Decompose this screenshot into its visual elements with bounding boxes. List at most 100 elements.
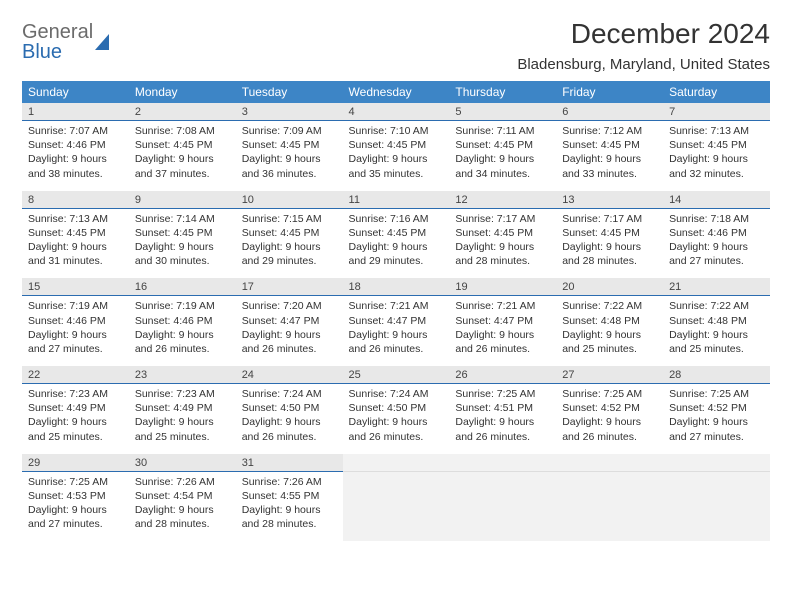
day-number-cell (343, 454, 450, 472)
day-number-cell: 22 (22, 366, 129, 384)
sunrise-text: Sunrise: 7:19 AM (135, 299, 230, 313)
sunset-text: Sunset: 4:45 PM (28, 226, 123, 240)
day-content-cell: Sunrise: 7:21 AMSunset: 4:47 PMDaylight:… (449, 296, 556, 366)
day-content-cell: Sunrise: 7:17 AMSunset: 4:45 PMDaylight:… (449, 209, 556, 279)
day-number-row: 293031 (22, 454, 770, 472)
day-number-cell: 10 (236, 191, 343, 209)
daylight-text: Daylight: 9 hours and 26 minutes. (242, 415, 337, 443)
day-content-cell: Sunrise: 7:24 AMSunset: 4:50 PMDaylight:… (343, 384, 450, 454)
day-content-cell: Sunrise: 7:07 AMSunset: 4:46 PMDaylight:… (22, 121, 129, 191)
daylight-text: Daylight: 9 hours and 29 minutes. (349, 240, 444, 268)
day-number-cell: 12 (449, 191, 556, 209)
day-content-cell: Sunrise: 7:10 AMSunset: 4:45 PMDaylight:… (343, 121, 450, 191)
day-number-cell (556, 454, 663, 472)
daylight-text: Daylight: 9 hours and 26 minutes. (455, 328, 550, 356)
day-content-cell: Sunrise: 7:25 AMSunset: 4:51 PMDaylight:… (449, 384, 556, 454)
sunset-text: Sunset: 4:47 PM (242, 314, 337, 328)
month-title: December 2024 (517, 18, 770, 50)
day-content-cell: Sunrise: 7:09 AMSunset: 4:45 PMDaylight:… (236, 121, 343, 191)
sunrise-text: Sunrise: 7:26 AM (242, 475, 337, 489)
sunset-text: Sunset: 4:45 PM (562, 138, 657, 152)
weekday-header: Saturday (663, 81, 770, 103)
day-content-cell: Sunrise: 7:11 AMSunset: 4:45 PMDaylight:… (449, 121, 556, 191)
sunrise-text: Sunrise: 7:11 AM (455, 124, 550, 138)
sunrise-text: Sunrise: 7:17 AM (455, 212, 550, 226)
sunrise-text: Sunrise: 7:07 AM (28, 124, 123, 138)
day-number-cell: 31 (236, 454, 343, 472)
day-content-cell: Sunrise: 7:25 AMSunset: 4:52 PMDaylight:… (663, 384, 770, 454)
sunrise-text: Sunrise: 7:12 AM (562, 124, 657, 138)
sunrise-text: Sunrise: 7:26 AM (135, 475, 230, 489)
day-number-row: 15161718192021 (22, 278, 770, 296)
daylight-text: Daylight: 9 hours and 38 minutes. (28, 152, 123, 180)
sunrise-text: Sunrise: 7:08 AM (135, 124, 230, 138)
day-content-cell: Sunrise: 7:08 AMSunset: 4:45 PMDaylight:… (129, 121, 236, 191)
day-content-cell: Sunrise: 7:16 AMSunset: 4:45 PMDaylight:… (343, 209, 450, 279)
sunset-text: Sunset: 4:45 PM (455, 226, 550, 240)
day-number-cell: 24 (236, 366, 343, 384)
day-content-row: Sunrise: 7:19 AM Sunset: 4:46 PM Daylight:… (22, 296, 770, 366)
weekday-header-row: SundayMondayTuesdayWednesdayThursdayFrid… (22, 81, 770, 103)
weekday-header: Wednesday (343, 81, 450, 103)
day-number-cell: 20 (556, 278, 663, 296)
sunset-text: Sunset: 4:46 PM (28, 138, 123, 152)
sunset-text: Sunset: 4:48 PM (562, 314, 657, 328)
sunrise-text: Sunrise: 7:14 AM (135, 212, 230, 226)
day-number-cell: 26 (449, 366, 556, 384)
daylight-text: Daylight: 9 hours and 27 minutes. (28, 503, 123, 531)
day-content-cell: Sunrise: 7:12 AMSunset: 4:45 PMDaylight:… (556, 121, 663, 191)
day-number-row: 891011121314 (22, 191, 770, 209)
day-number-cell: 21 (663, 278, 770, 296)
day-content-row: Sunrise: 7:13 AMSunset: 4:45 PMDaylight:… (22, 209, 770, 279)
day-number-cell: 6 (556, 103, 663, 121)
day-content-row: Sunrise: 7:23 AM Sunset: 4:49 PM Daylight:… (22, 384, 770, 454)
sunset-text: Sunset: 4:47 PM (349, 314, 444, 328)
sunset-text: Sunset: 4:46 PM (669, 226, 764, 240)
day-content-cell: Sunrise: 7:24 AMSunset: 4:50 PMDaylight:… (236, 384, 343, 454)
sunrise-text: Sunrise: 7:18 AM (669, 212, 764, 226)
daylight-text: Daylight: 9 hours and 31 minutes. (28, 240, 123, 268)
day-content-cell: Sunrise: 7:13 AMSunset: 4:45 PMDaylight:… (22, 209, 129, 279)
day-content-cell: Sunrise: 7:22 AMSunset: 4:48 PMDaylight:… (556, 296, 663, 366)
day-number-cell: 30 (129, 454, 236, 472)
day-content-cell: Sunrise: 7:25 AMSunset: 4:52 PMDaylight:… (556, 384, 663, 454)
day-number-cell: 15 (22, 278, 129, 296)
sunrise-text: Sunrise: 7:21 AM (455, 299, 550, 313)
sunrise-text: Sunrise: 7:25 AM (562, 387, 657, 401)
daylight-text: Daylight: 9 hours and 26 minutes. (455, 415, 550, 443)
sunset-text: Sunset: 4:45 PM (135, 138, 230, 152)
daylight-text: Daylight: 9 hours and 28 minutes. (455, 240, 550, 268)
sunset-text: Sunset: 4:47 PM (455, 314, 550, 328)
daylight-text: Daylight: 9 hours and 26 minutes. (349, 328, 444, 356)
brand-logo: General Blue (22, 18, 109, 62)
sunset-text: Sunset: 4:53 PM (28, 489, 123, 503)
day-content-cell: Sunrise: 7:14 AMSunset: 4:45 PMDaylight:… (129, 209, 236, 279)
sunrise-text: Sunrise: 7:13 AM (669, 124, 764, 138)
weekday-header: Tuesday (236, 81, 343, 103)
day-content-cell: Sunrise: 7:26 AMSunset: 4:55 PMDaylight:… (236, 472, 343, 542)
daylight-text: Daylight: 9 hours and 25 minutes. (135, 415, 230, 443)
sunset-text: Sunset: 4:46 PM (28, 314, 123, 328)
day-number-cell (449, 454, 556, 472)
daylight-text: Daylight: 9 hours and 37 minutes. (135, 152, 230, 180)
sunrise-text: Sunrise: 7:25 AM (669, 387, 764, 401)
day-number-cell: 1 (22, 103, 129, 121)
weekday-header: Friday (556, 81, 663, 103)
daylight-text: Daylight: 9 hours and 30 minutes. (135, 240, 230, 268)
sunrise-text: Sunrise: 7:20 AM (242, 299, 337, 313)
daylight-text: Daylight: 9 hours and 26 minutes. (135, 328, 230, 356)
daylight-text: Daylight: 9 hours and 25 minutes. (562, 328, 657, 356)
sunset-text: Sunset: 4:45 PM (135, 226, 230, 240)
day-number-cell: 28 (663, 366, 770, 384)
sunset-text: Sunset: 4:50 PM (349, 401, 444, 415)
sunrise-text: Sunrise: 7:23 AM (135, 387, 230, 401)
sunset-text: Sunset: 4:45 PM (349, 226, 444, 240)
day-content-cell: Sunrise: 7:23 AMSunset: 4:49 PMDaylight:… (22, 384, 129, 454)
day-number-cell: 13 (556, 191, 663, 209)
page-header: General Blue December 2024 Bladensburg, … (22, 18, 770, 73)
sunset-text: Sunset: 4:54 PM (135, 489, 230, 503)
sunset-text: Sunset: 4:55 PM (242, 489, 337, 503)
day-content-row: Sunrise: 7:25 AMSunset: 4:53 PMDaylight:… (22, 472, 770, 542)
sunset-text: Sunset: 4:49 PM (28, 401, 123, 415)
day-number-cell: 19 (449, 278, 556, 296)
